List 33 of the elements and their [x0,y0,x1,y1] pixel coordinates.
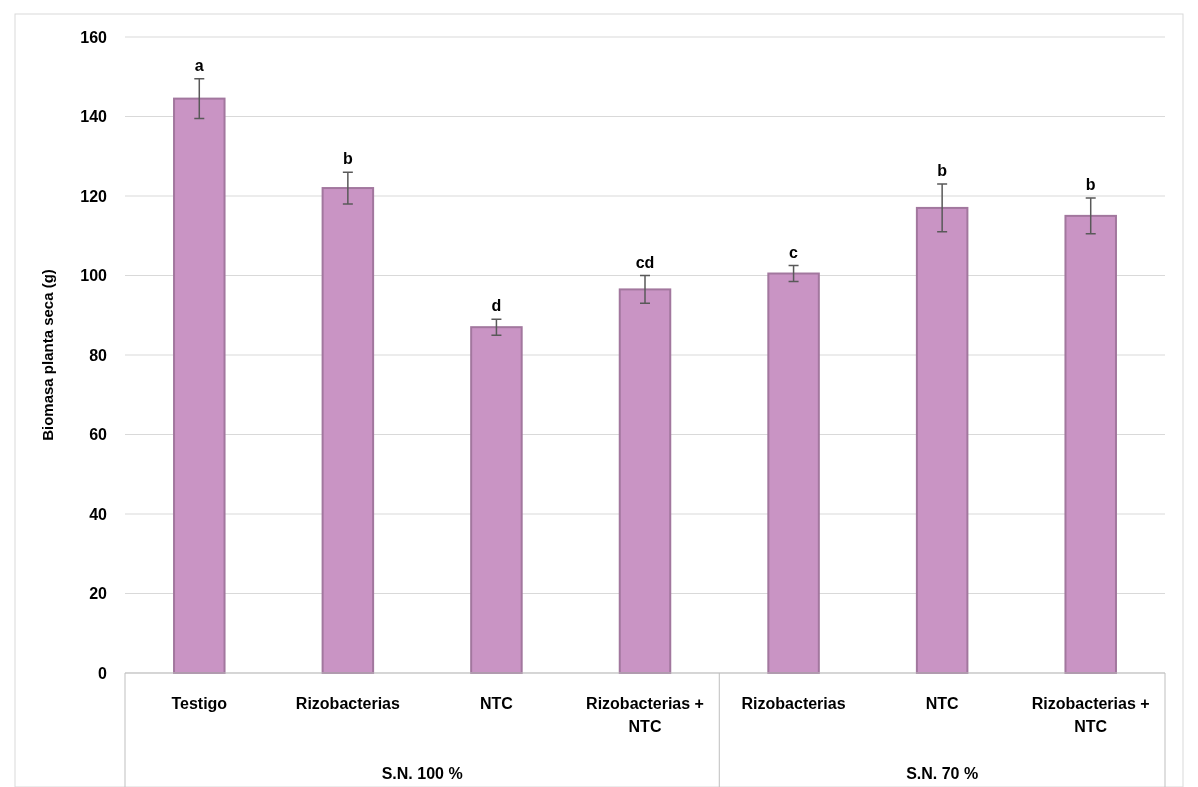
x-tick-label: Rizobacterias + NTC [1031,695,1150,736]
bar [470,326,523,674]
y-tick-label: 60 [89,426,108,444]
y-tick-label: 140 [80,108,108,126]
bar [1064,214,1117,674]
y-tick-label: 100 [80,267,108,285]
x-tick-label: Rizobacterias + NTC [586,695,704,736]
x-tick-label: Rizobacterias [295,695,400,712]
bar [321,187,375,674]
y-tick-label: 80 [89,346,108,364]
y-tick-label: 40 [89,505,108,523]
y-tick-label: 0 [98,664,108,682]
bar [767,272,820,674]
x-tick-label: Rizobacterias [741,695,846,712]
data-label: d [491,297,502,315]
y-axis-title: Biomasa planta seca (g) [39,269,56,441]
data-label: b [342,150,353,168]
data-label: c [789,243,799,261]
text: S.N. 100 % [381,765,463,782]
data-label: cd [635,253,655,271]
y-tick-label: 120 [80,187,108,205]
data-label: a [194,56,204,74]
bar [915,206,969,674]
bar [618,288,672,674]
x-tick-label: NTC [479,695,514,712]
x-tick-label: NTC [925,695,960,712]
data-label: b [937,162,948,180]
y-tick-label: 20 [89,585,108,603]
x-tick-label: Testigo [171,695,228,712]
y-tick-label: 160 [80,28,108,46]
data-label: b [1085,175,1096,193]
bar [173,97,226,674]
text: S.N. 70 % [906,765,979,782]
